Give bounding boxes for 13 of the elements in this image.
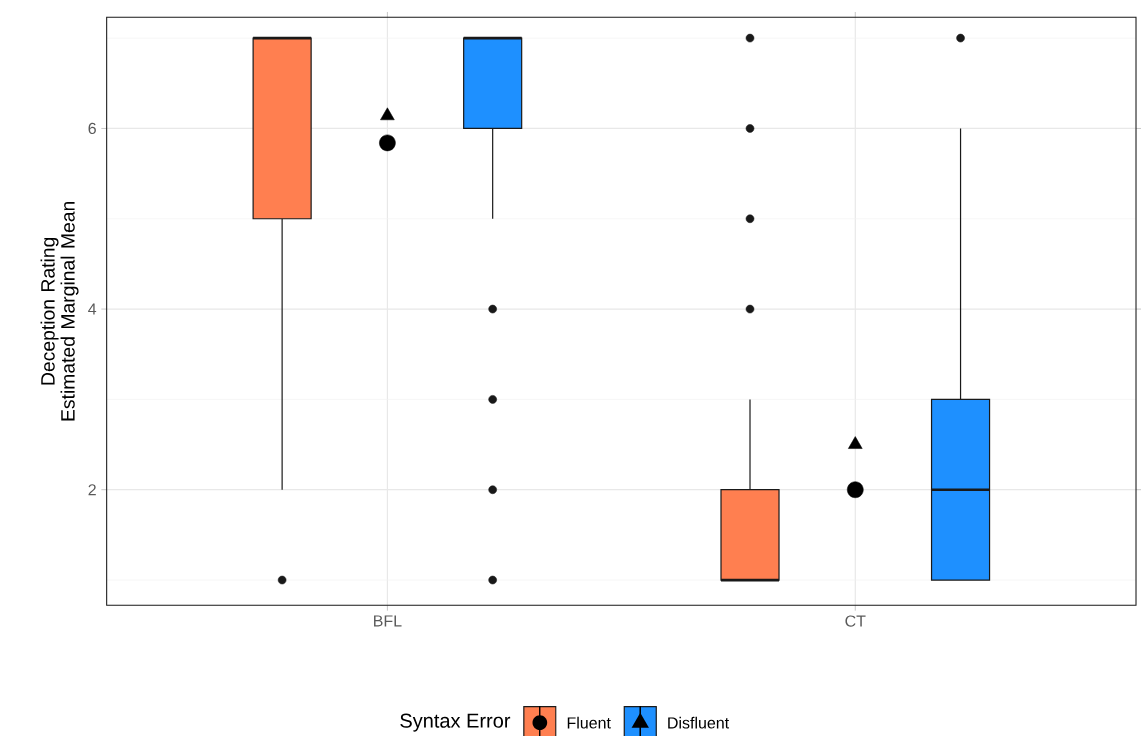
point [848,436,863,449]
legend-label: Fluent [567,716,611,729]
point [847,481,864,498]
y-tick-label: 6 [88,122,96,135]
y-tick-label: 4 [88,303,97,315]
point [380,107,395,121]
y-tick-label: 2 [88,484,96,496]
x-tick-label: CT [845,615,866,627]
legend-label: Disfluent [668,716,730,729]
legend-title: Syntax Error [400,713,511,732]
x-tick-label: BFL [374,615,402,627]
y-axis-title: Deception Rating Estimated Marginal Mean [40,201,79,421]
point [379,134,396,152]
